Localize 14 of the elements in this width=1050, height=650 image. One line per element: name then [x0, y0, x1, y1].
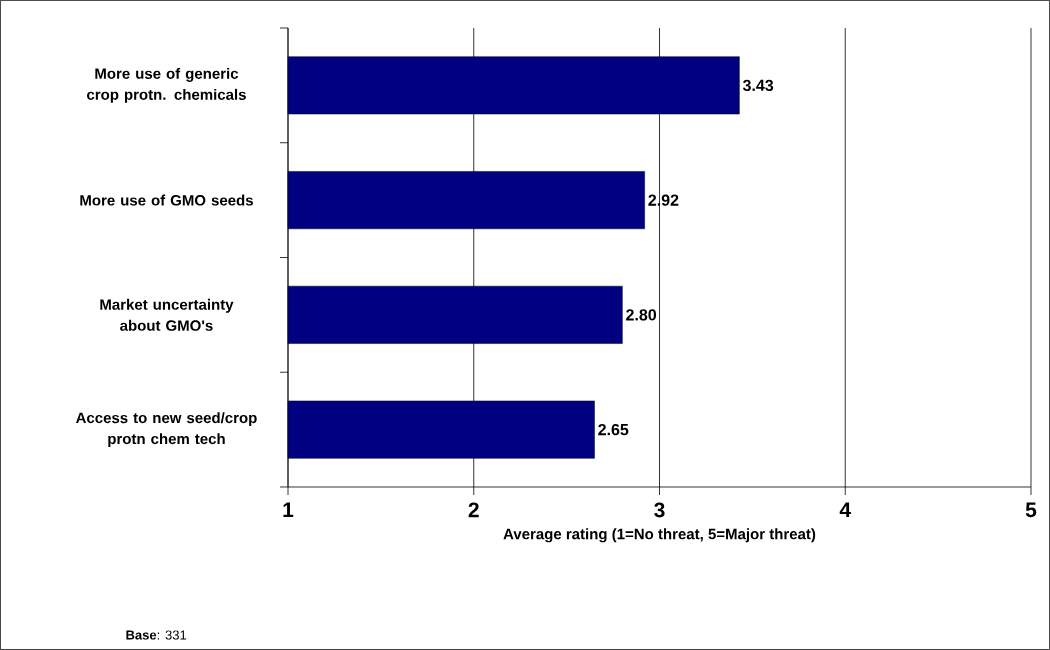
y-tick-label: More use of GMO seeds — [80, 194, 253, 206]
x-tick-label: 2 — [468, 502, 479, 518]
y-tick-label: More use of generic crop protn. chemicals — [87, 67, 246, 103]
x-tick-label: 3 — [654, 502, 665, 518]
y-tick-label: Market uncertainty about GMO's — [100, 298, 234, 331]
x-tick-label: 4 — [839, 502, 851, 517]
y-tick-label: Access to new seed/crop protn chem tech — [75, 412, 257, 448]
data-label: 3.43 — [742, 79, 774, 92]
data-label: 2.65 — [598, 423, 629, 436]
text: Base: 331 — [126, 630, 187, 640]
x-tick-label: 1 — [283, 502, 294, 517]
x-tick-label: 5 — [1025, 502, 1037, 518]
x-axis-title: Average rating (1=No threat, 5=Major threat) — [503, 528, 816, 543]
data-label: 2.80 — [626, 309, 657, 321]
